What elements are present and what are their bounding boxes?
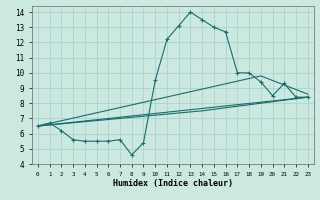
X-axis label: Humidex (Indice chaleur): Humidex (Indice chaleur) xyxy=(113,179,233,188)
